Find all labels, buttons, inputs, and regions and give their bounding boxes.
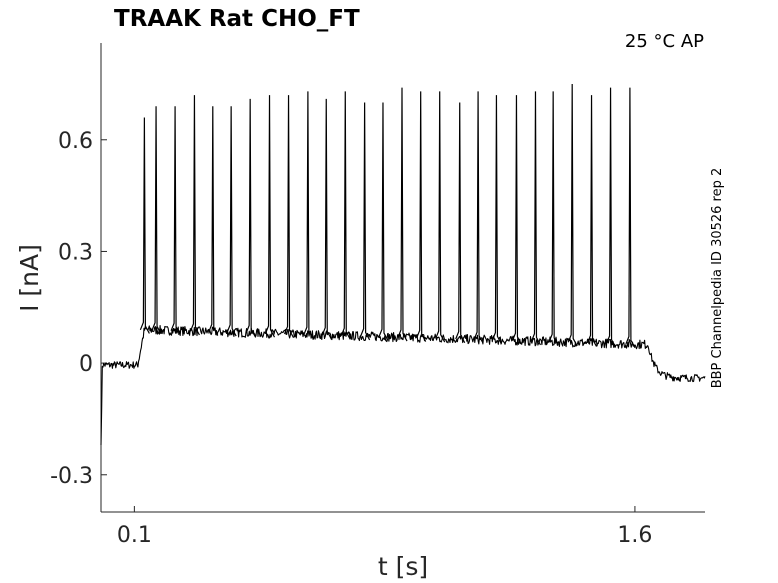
current-trace — [100, 325, 706, 446]
spike — [455, 102, 466, 344]
spike — [473, 91, 484, 344]
spikes — [139, 83, 636, 348]
side-label: BBP Channelpedia ID 30526 rep 2 — [710, 168, 725, 389]
spike — [606, 87, 617, 348]
spike — [435, 91, 446, 343]
x-tick-label: 1.6 — [617, 523, 652, 548]
spike — [586, 95, 598, 347]
spike — [245, 98, 256, 337]
spike — [378, 102, 389, 341]
spike — [170, 106, 181, 335]
y-axis-label: I [nA] — [15, 244, 44, 312]
spike — [416, 91, 427, 342]
spike — [397, 87, 408, 342]
spike — [151, 106, 162, 335]
spike — [548, 91, 559, 346]
ticks: -0.3 0 0.3 0.6 0.1 1.6 — [50, 129, 652, 548]
x-tick-label: 0.1 — [117, 523, 152, 548]
chart-title: TRAAK Rat CHO_FT — [114, 6, 360, 32]
spike — [303, 91, 314, 339]
x-axis-label: t [s] — [378, 552, 428, 581]
spike — [321, 98, 332, 340]
spike — [530, 91, 542, 346]
plot-area: -0.3 0 0.3 0.6 0.1 1.6 — [50, 43, 706, 548]
spike — [511, 95, 522, 345]
y-tick-label: 0.3 — [58, 240, 93, 265]
spike — [340, 91, 351, 340]
spike — [283, 95, 295, 339]
y-tick-label: 0.6 — [58, 129, 93, 154]
spike — [139, 117, 150, 334]
spike — [226, 106, 237, 337]
condition-label: 25 °C AP — [625, 31, 704, 52]
spike — [567, 83, 578, 347]
spike — [360, 102, 371, 341]
spike — [208, 106, 219, 336]
y-tick-label: -0.3 — [50, 464, 93, 489]
spike — [625, 87, 636, 348]
y-tick-label: 0 — [79, 352, 93, 377]
spike — [264, 95, 276, 338]
spike — [189, 95, 200, 336]
spike — [491, 95, 502, 345]
